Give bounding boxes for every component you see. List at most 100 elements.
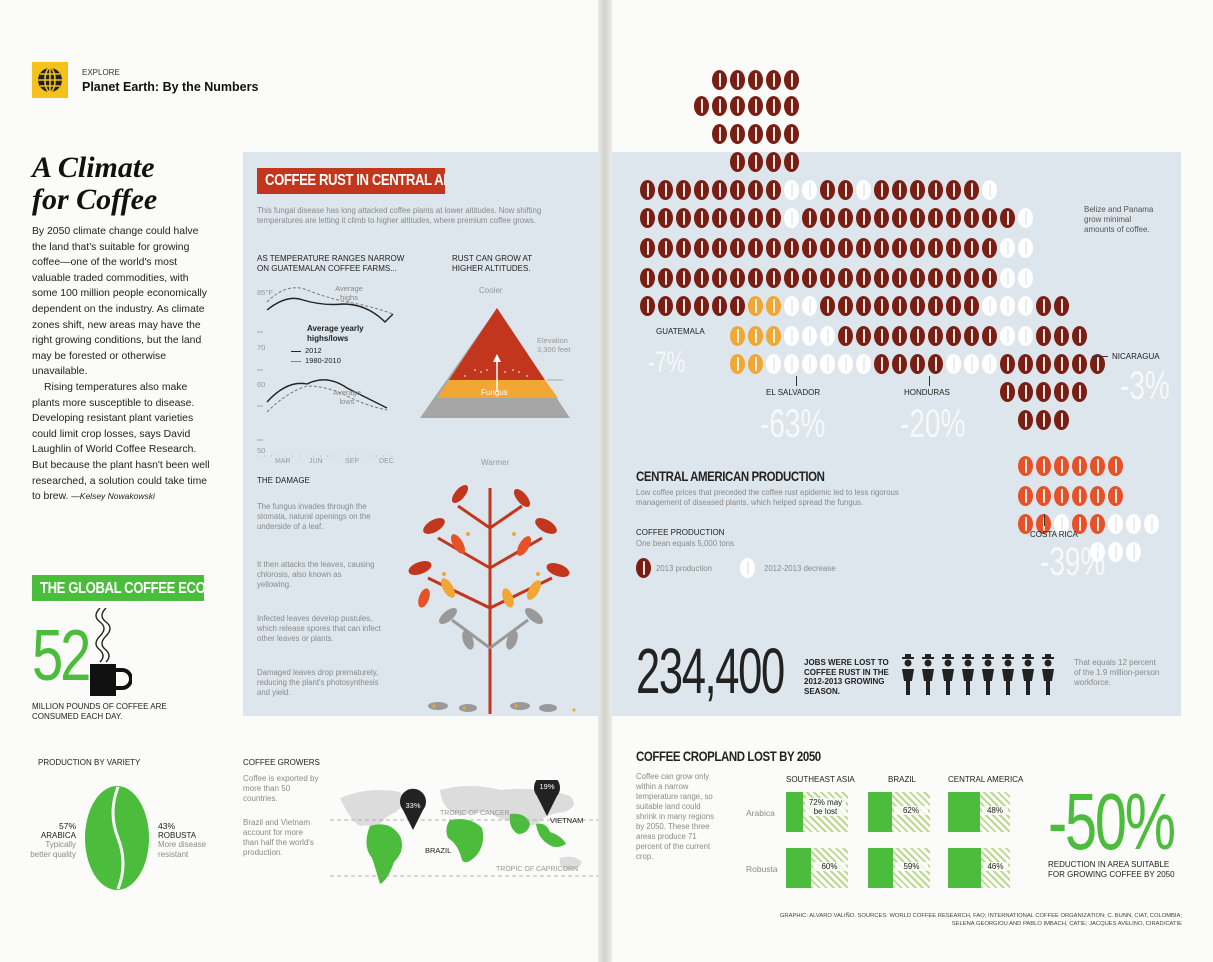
- rust-banner: COFFEE RUST IN CENTRAL AMERICA: [257, 168, 445, 194]
- robusta-label: ROBUSTA: [158, 831, 197, 840]
- change-guatemala: -7%: [648, 346, 686, 379]
- daily-consumption-caption: MILLION POUNDS OF COFFEE ARE CONSUMED EA…: [32, 702, 167, 721]
- country-label-el-salvador: EL SALVADOR: [766, 388, 821, 397]
- region-brazil: BRAZIL: [888, 775, 917, 784]
- nicaragua-leader: [1092, 356, 1108, 357]
- cropland-value-label: 60%: [813, 862, 846, 871]
- legend-1980: 1980-2010: [291, 356, 341, 365]
- legend-2012-text: 2012: [305, 346, 322, 355]
- cropland-title: COFFEE CROPLAND LOST BY 2050: [636, 748, 836, 766]
- article-paragraph-2-text: Rising temperatures also make plants mor…: [32, 381, 210, 503]
- credits-line-2: SELENA GEORGIOU AND PABLO IMBACH, CATIE;…: [951, 921, 1182, 927]
- page-gutter: [598, 0, 612, 962]
- cropland-value-label: 72% may be lost: [805, 798, 846, 816]
- jobs-lost-number: 234,400: [636, 635, 785, 707]
- robusta-block: 43% ROBUSTA More disease resistant: [158, 821, 208, 860]
- temperature-chart: 85°F 70 60 50 MAR JUN SEP DEC Average hi…: [257, 280, 407, 470]
- variety-title: PRODUCTION BY VARIETY: [38, 758, 141, 767]
- daily-consumption-number: 52: [32, 616, 91, 696]
- row-label-arabica: Arabica: [746, 808, 775, 818]
- brazil-label: BRAZIL: [425, 846, 452, 855]
- legend-2013-label: 2013 production: [656, 564, 712, 573]
- production-legend-title: COFFEE PRODUCTION: [636, 528, 725, 537]
- robusta-note: More disease resistant: [158, 840, 207, 859]
- legend-1980-text: 1980-2010: [305, 356, 341, 365]
- headline-line-1: A Climate: [32, 151, 155, 184]
- cropland-big-number: -50%: [1048, 777, 1176, 866]
- country-label-guatemala: GUATEMALA: [656, 327, 705, 336]
- production-bean: [766, 124, 781, 144]
- production-bean: [784, 70, 799, 90]
- brazil-pct: 33%: [405, 801, 421, 810]
- x-tick-jun: JUN: [309, 458, 323, 465]
- jobs-lost-text: JOBS WERE LOST TO COFFEE RUST IN THE 201…: [804, 658, 889, 696]
- legend-2012: 2012: [291, 346, 322, 355]
- global-economy-banner-text: THE GLOBAL COFFEE ECONOMY: [40, 580, 204, 597]
- credits-line-1: GRAPHIC: ALVARO VALIÑO. SOURCES: WORLD C…: [779, 913, 1182, 919]
- cropland-remaining: [868, 848, 893, 888]
- production-bean: [712, 124, 727, 144]
- el-salvador-leader: [796, 376, 797, 386]
- belize-panama-note: Belize and Panama grow minimal amounts o…: [1084, 205, 1154, 234]
- legend-title: Average yearly highs/lows: [307, 324, 364, 343]
- cropland-value-label: 48%: [982, 806, 1008, 815]
- cropland-title-text: COFFEE CROPLAND LOST BY 2050: [636, 748, 821, 764]
- country-label-nicaragua: NICARAGUA: [1112, 352, 1160, 361]
- arabica-label: ARABICA: [40, 831, 76, 840]
- cropland-value-label: 59%: [895, 862, 928, 871]
- production-legend-unit: One bean equals 5,000 tons: [636, 539, 734, 548]
- legend-bean-decrease: [740, 558, 755, 578]
- variety-bean-chart: [84, 785, 150, 891]
- jobs-note: That equals 12 percent of the 1.9 millio…: [1074, 658, 1160, 687]
- production-bean: [748, 70, 763, 90]
- y-tick-50: 50: [257, 446, 266, 455]
- production-bean: [766, 70, 781, 90]
- row-label-robusta: Robusta: [746, 864, 778, 874]
- damage-text-1: The fungus invades through the stomata, …: [257, 502, 371, 531]
- vietnam-pct: 19%: [539, 782, 555, 791]
- brazil-marker: [400, 788, 426, 830]
- tropic-capricorn-label: TROPIC OF CAPRICORN: [496, 866, 579, 873]
- cropland-bar: 59%: [868, 848, 930, 888]
- globe-icon: [32, 62, 68, 98]
- cropland-bar: 46%: [948, 848, 1010, 888]
- x-tick-sep: SEP: [345, 458, 360, 465]
- altitude-pyramid: Cooler Elevation 3,300 feet Fungus Warme…: [415, 280, 590, 470]
- production-bean: [784, 96, 799, 116]
- robusta-pct: 43%: [158, 821, 176, 831]
- variety-bean-split: [111, 786, 125, 890]
- lows-2012-line: [266, 379, 388, 409]
- coffee-cup-icon: [88, 607, 133, 698]
- production-bean: [766, 96, 781, 116]
- avg-highs-label: Average highs: [335, 284, 363, 302]
- production-bean: [712, 96, 727, 116]
- production-bean: [730, 70, 745, 90]
- lows-1980-line: [266, 385, 388, 413]
- y-tick-85: 85°F: [257, 288, 273, 297]
- article-paragraph-1: By 2050 climate change could halve the l…: [32, 226, 208, 378]
- temperature-title: AS TEMPERATURE RANGES NARROW ON GUATEMAL…: [257, 254, 405, 273]
- rust-banner-text: COFFEE RUST IN CENTRAL AMERICA: [265, 172, 445, 189]
- production-bean: [712, 70, 727, 90]
- highs-1980-line: [266, 287, 394, 315]
- country-label-honduras: HONDURAS: [904, 388, 950, 397]
- cropland-grid: 72% may be lost 62% 48% 60% 59% 46%: [786, 792, 1026, 892]
- cropland-value-label: 46%: [983, 862, 1008, 871]
- rust-intro: This fungal disease has long attacked co…: [257, 206, 542, 225]
- production-bean: [748, 96, 763, 116]
- article-body: By 2050 climate change could halve the l…: [32, 224, 210, 505]
- region-southeast-asia: SOUTHEAST ASIA: [786, 775, 855, 784]
- tropic-cancer-label: TROPIC OF CANCER: [440, 810, 510, 817]
- growers-text-1: Coffee is exported by more than 50 count…: [243, 774, 319, 803]
- header: EXPLORE Planet Earth: By the Numbers: [32, 62, 292, 98]
- production-intro: Low coffee prices that preceded the coff…: [636, 488, 899, 507]
- global-economy-banner: THE GLOBAL COFFEE ECONOMY: [32, 575, 204, 601]
- cropland-remaining: [868, 792, 892, 832]
- change-honduras: -20%: [900, 402, 966, 446]
- fungus-label: Fungus: [481, 388, 508, 397]
- cropland-big-caption: REDUCTION IN AREA SUITABLE FOR GROWING C…: [1048, 860, 1175, 879]
- damage-text-3: Infected leaves develop pustules, which …: [257, 614, 381, 643]
- highs-2012-line: [266, 297, 394, 323]
- byline: —Kelsey Nowakowski: [71, 491, 155, 502]
- arabica-block: 57% ARABICA Typically better quality: [30, 821, 76, 860]
